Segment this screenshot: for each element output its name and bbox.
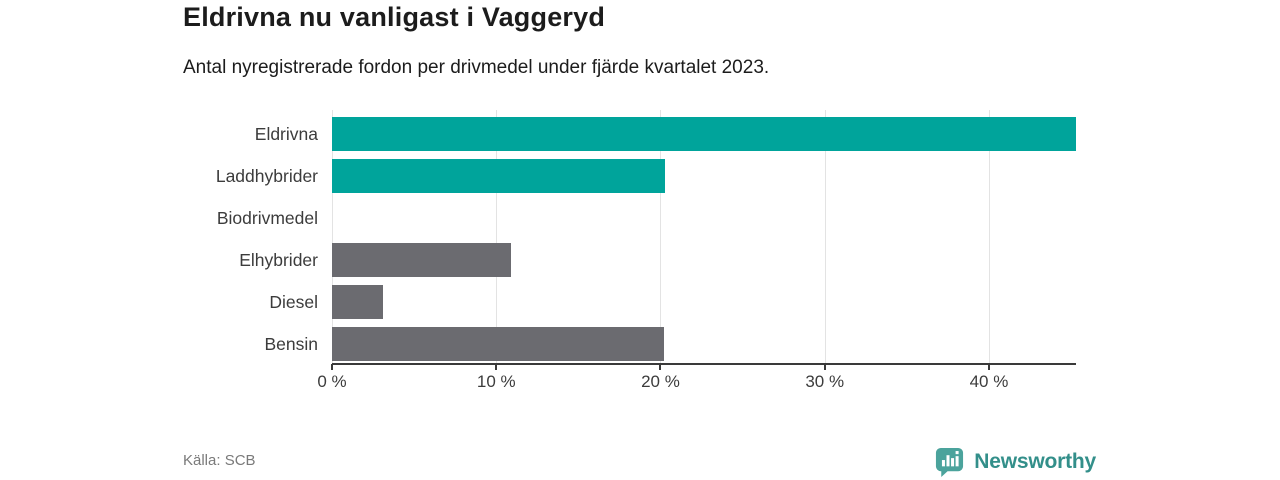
x-axis-tick-label: 40 %	[969, 372, 1009, 391]
category-label: Elhybrider	[239, 250, 318, 270]
gridline	[660, 110, 662, 363]
chart-subtitle: Antal nyregistrerade fordon per drivmede…	[183, 57, 770, 78]
chart-title: Eldrivna nu vanligast i Vaggeryd	[183, 2, 606, 32]
bar-laddhybrider	[332, 159, 666, 193]
x-axis-tick	[659, 364, 662, 370]
x-axis-tick-label: 30 %	[805, 372, 845, 391]
gridline	[332, 110, 333, 363]
category-axis: Eldrivna Laddhybrider Biodrivmedel Elhybrid…	[0, 110, 318, 363]
category-label: Laddhybrider	[215, 166, 318, 186]
bar-eldrivna	[332, 117, 1076, 151]
category-label: Diesel	[269, 292, 318, 312]
x-axis-tick-label: 10 %	[476, 372, 516, 391]
x-axis-tick-label: 0 %	[317, 372, 347, 391]
newsworthy-logo-icon	[934, 446, 965, 477]
source-note: Källa: SCB	[183, 452, 256, 469]
x-axis-tick	[823, 364, 826, 370]
category-label: Bensin	[264, 334, 318, 354]
x-axis-tick-label: 20 %	[641, 372, 680, 391]
x-axis-tick	[495, 364, 498, 370]
brand-name: Newsworthy	[974, 449, 1096, 473]
x-axis-tick	[987, 364, 990, 370]
brand-logo: Newsworthy	[934, 446, 1096, 477]
gridline	[988, 110, 990, 363]
gridline	[496, 110, 498, 363]
category-label: Biodrivmedel	[216, 208, 318, 228]
bar-bensin	[332, 327, 664, 361]
bar-diesel	[332, 285, 383, 319]
x-axis-tick	[331, 364, 333, 370]
plot-area	[332, 110, 1076, 365]
gridline	[824, 110, 826, 363]
category-label: Eldrivna	[254, 124, 318, 144]
bar-elhybrider	[332, 243, 512, 277]
